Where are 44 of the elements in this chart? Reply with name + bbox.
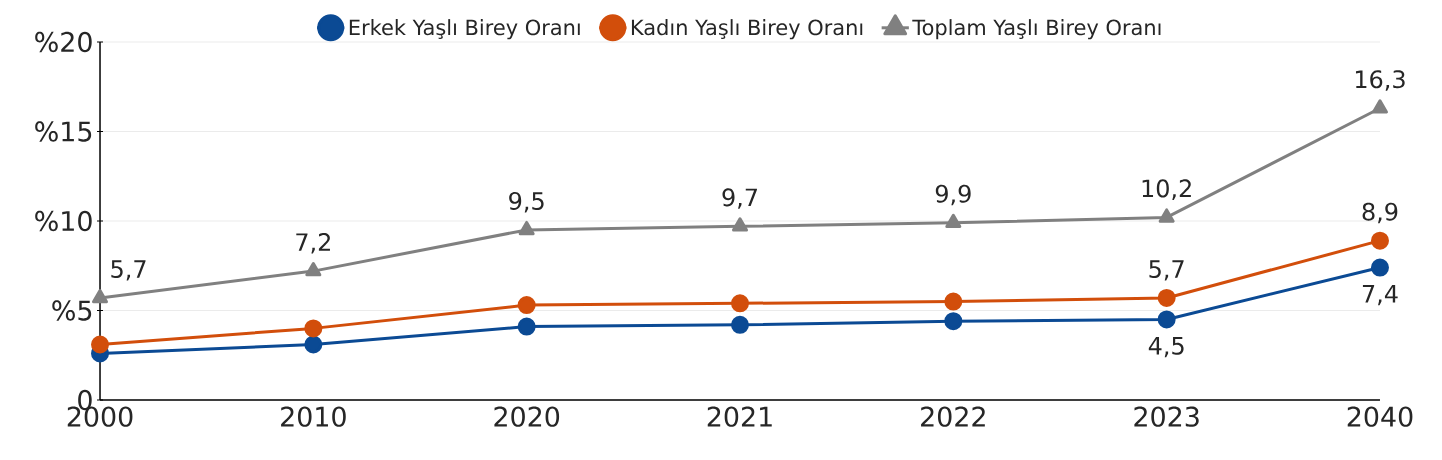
data-label: 9,7 <box>722 188 757 209</box>
point <box>1157 310 1176 329</box>
legend-label: Erkek Yaşlı Birey Oranı <box>349 19 580 40</box>
data-label: 8,9 <box>1362 202 1398 224</box>
y-tick-label: %10 <box>35 210 92 232</box>
data-label: 10,2 <box>1142 179 1191 200</box>
x-tick-label: 2021 <box>707 406 772 427</box>
data-label: 5,7 <box>1149 260 1184 281</box>
point <box>1371 99 1388 114</box>
x-tick-label: 2022 <box>921 406 985 427</box>
data-label: 7,2 <box>296 233 330 254</box>
data-label: 16,3 <box>1355 70 1405 91</box>
point <box>1158 208 1175 223</box>
x-tick-label: 2023 <box>1134 406 1199 427</box>
x-tick-label: 2020 <box>494 406 560 427</box>
point <box>1370 258 1389 277</box>
x-tick-label: 2040 <box>1347 406 1413 427</box>
point <box>304 319 323 338</box>
point <box>731 294 749 313</box>
point <box>731 315 749 334</box>
point <box>305 262 322 277</box>
data-label: 5,7 <box>111 260 146 281</box>
point <box>944 292 963 311</box>
point <box>1157 288 1176 307</box>
data-label: 9,9 <box>935 184 971 206</box>
point <box>944 312 963 331</box>
y-tick-label: %5 <box>52 300 92 321</box>
x-tick-label: 2010 <box>281 406 346 427</box>
point <box>517 317 536 336</box>
point <box>91 335 110 354</box>
point <box>1370 231 1389 250</box>
point <box>304 335 323 354</box>
data-label: 7,4 <box>1362 285 1398 306</box>
y-tick-label: %15 <box>35 121 92 142</box>
point <box>518 220 535 236</box>
data-label: 4,5 <box>1148 336 1184 358</box>
point <box>732 217 748 232</box>
point <box>92 288 109 304</box>
legend-label: Toplam Yaşlı Birey Oranı <box>912 19 1161 40</box>
point <box>945 213 962 229</box>
y-tick-label: %20 <box>35 31 92 53</box>
legend-label: Kadın Yaşlı Birey Oranı <box>631 19 863 40</box>
data-label: 9,5 <box>509 191 544 213</box>
point <box>517 296 536 315</box>
